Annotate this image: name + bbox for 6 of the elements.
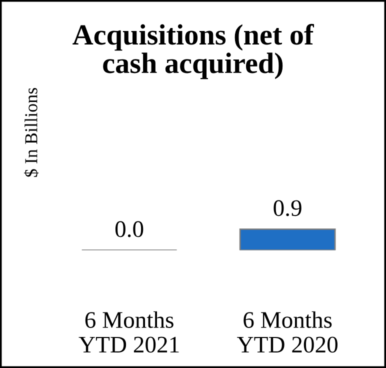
data-label: 0.0	[115, 221, 144, 238]
x-tick-label: 6 Months YTD 2021	[78, 311, 179, 353]
chart-title: Acquisitions (net of cash acquired)	[72, 24, 314, 80]
x-tick-label: 6 Months YTD 2020	[237, 311, 338, 353]
data-label: 0.9	[274, 200, 302, 216]
y-axis-title: $ In Billions	[24, 88, 39, 177]
